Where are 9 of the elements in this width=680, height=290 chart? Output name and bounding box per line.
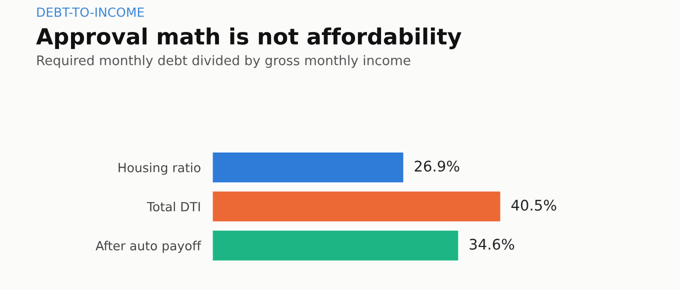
data-label: 40.5% <box>511 200 556 211</box>
y-tick-label: Total DTI <box>146 202 200 212</box>
data-label: 26.9% <box>414 160 460 172</box>
data-label: 34.6% <box>470 238 514 250</box>
y-tick-label: After auto payoff <box>96 240 202 253</box>
chart-subtitle: Required monthly debt divided by gross monthly income <box>37 55 410 68</box>
chart-title: Approval math is not affordability <box>36 28 462 50</box>
y-tick-label: Housing ratio <box>118 162 200 175</box>
text: DEBT-TO-INCOME <box>37 7 144 17</box>
